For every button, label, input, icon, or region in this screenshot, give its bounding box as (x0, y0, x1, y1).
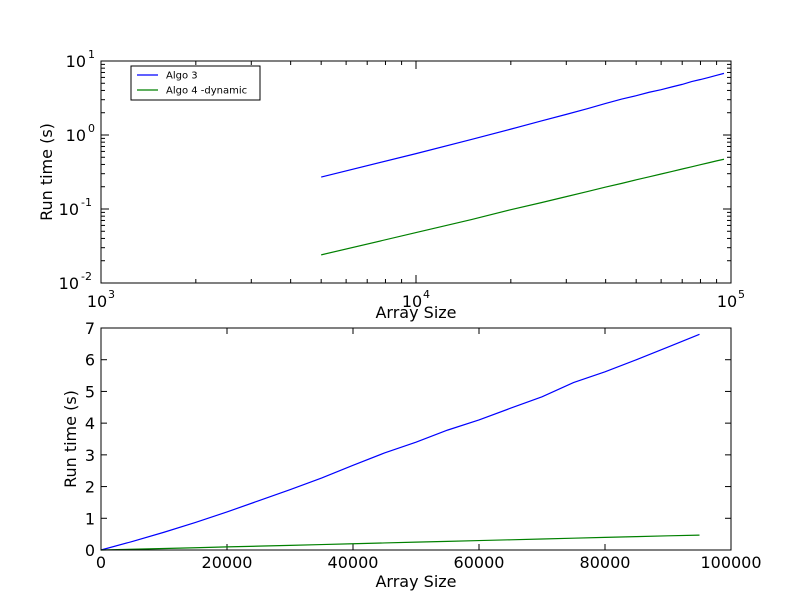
bottom-y-tick-label: 3 (85, 446, 95, 465)
bottom-y-tick-label: 5 (85, 382, 95, 401)
legend-box (130, 65, 261, 101)
top-y-tick-exponent: 0 (88, 122, 95, 135)
top-y-tick-label: 10 (66, 126, 86, 145)
top-ticks (100, 60, 732, 284)
legend-label-algo-4-dynamic: Algo 4 -dynamic (166, 86, 247, 97)
bottom-series-line-0 (100, 333, 700, 551)
bottom-x-axis-label: Array Size (375, 572, 456, 591)
top-y-tick-exponent: 1 (88, 48, 95, 61)
top-series-line-1 (321, 158, 725, 256)
top-x-tick-exponent: 4 (423, 288, 430, 301)
legend-label-algo-3: Algo 3 (166, 71, 198, 82)
top-x-tick-exponent: 3 (108, 288, 115, 301)
top-y-tick-exponent: -2 (81, 270, 92, 283)
bottom-tick-labels: 0 20000 40000 60000 80000 100000 0 1 2 3 4 5 6 7 (85, 319, 762, 572)
top-y-tick-label: 10 (59, 274, 79, 293)
bottom-x-tick-label: 40000 (328, 553, 379, 572)
bottom-y-tick-label: 4 (85, 414, 95, 433)
bottom-y-tick-label: 0 (85, 541, 95, 560)
top-axes-frame (100, 60, 732, 284)
top-x-axis-label: Array Size (375, 303, 456, 322)
top-y-tick-label: 10 (59, 200, 79, 219)
bottom-y-tick-label: 7 (85, 319, 95, 338)
bottom-y-tick-label: 1 (85, 509, 95, 528)
top-x-tick-label: 10 (717, 292, 737, 311)
bottom-x-tick-label: 100000 (700, 553, 761, 572)
top-series-line-0 (321, 72, 725, 178)
top-y-tick-label: 10 (66, 52, 86, 71)
top-x-tick-exponent: 5 (738, 288, 745, 301)
bottom-x-tick-label: 80000 (580, 553, 631, 572)
legend: Algo 3 Algo 4 -dynamic (130, 65, 261, 101)
top-y-axis-label: Run time (s) (37, 123, 56, 221)
top-series-lines (321, 72, 725, 256)
bottom-axes-frame (100, 327, 732, 551)
top-x-tick-label: 10 (87, 292, 107, 311)
bottom-series-lines (100, 333, 700, 551)
bottom-y-axis-label: Run time (s) (61, 390, 80, 488)
bottom-chart: 0 20000 40000 60000 80000 100000 0 1 2 3 4 5 6 7 Arra… (61, 319, 762, 591)
top-tick-labels: 10 3 10 4 10 510 -210 -110 010 1 (59, 48, 745, 311)
bottom-y-tick-label: 6 (85, 351, 95, 370)
top-chart: 10 3 10 4 10 510 -210 -110 010 1 Array Size Run t… (37, 48, 745, 322)
bottom-x-tick-label: 20000 (202, 553, 253, 572)
bottom-series-line-1 (100, 534, 700, 551)
bottom-x-tick-label: 0 (96, 553, 106, 572)
bottom-x-tick-label: 60000 (454, 553, 505, 572)
top-y-tick-exponent: -1 (81, 196, 92, 209)
bottom-y-tick-label: 2 (85, 478, 95, 497)
top-x-tick-label: 10 (402, 292, 422, 311)
